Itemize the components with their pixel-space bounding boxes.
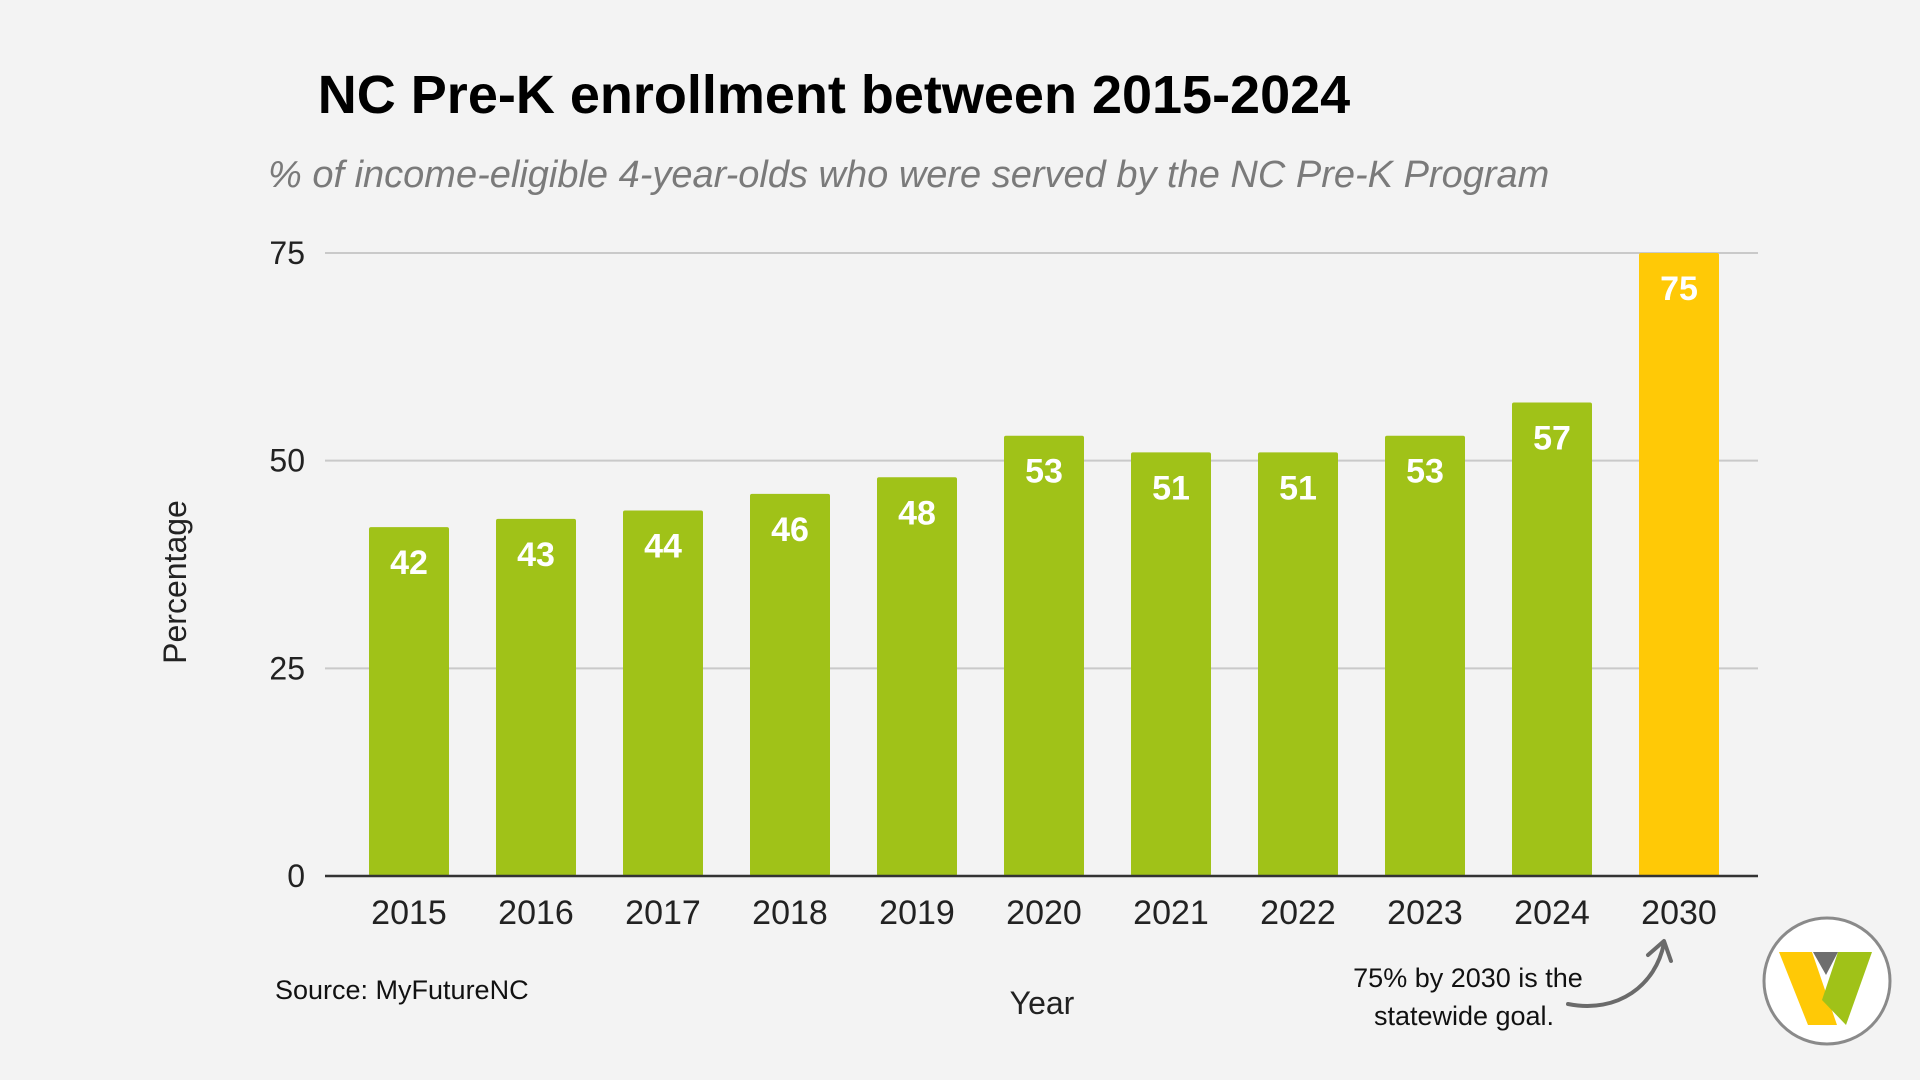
bar-data-labels: 42 43 44 46 48 53 51 51 53 57 75 [390, 270, 1698, 582]
x-axis-ticks: 2015 2016 2017 2018 2019 2020 2021 2022 2023 2024… [371, 894, 1717, 932]
bar-value-label: 51 [1152, 469, 1190, 507]
bar [1639, 253, 1719, 876]
y-tick-label: 75 [269, 235, 305, 271]
annotation-arrowhead [1646, 939, 1673, 963]
bars [369, 253, 1719, 876]
x-tick-label: 2018 [752, 894, 828, 932]
bar [1131, 452, 1211, 876]
bar-value-label: 53 [1025, 453, 1063, 491]
goal-annotation: 75% by 2030 is the statewide goal. [1353, 939, 1673, 1031]
x-tick-label: 2024 [1514, 894, 1590, 932]
x-axis-label: Year [1010, 985, 1075, 1021]
bar-value-label: 43 [517, 536, 555, 574]
bar-value-label: 42 [390, 544, 428, 582]
bar-value-label: 57 [1533, 420, 1571, 458]
bar [877, 477, 957, 876]
x-tick-label: 2023 [1387, 894, 1463, 932]
x-tick-label: 2020 [1006, 894, 1082, 932]
x-tick-label: 2021 [1133, 894, 1209, 932]
annotation-line-1: 75% by 2030 is the [1353, 963, 1583, 993]
y-tick-label: 25 [269, 650, 305, 686]
x-tick-label: 2017 [625, 894, 701, 932]
bar [1004, 435, 1084, 876]
bar-value-label: 48 [898, 494, 936, 532]
bar-value-label: 44 [644, 528, 682, 566]
bar [1512, 402, 1592, 876]
chart-title: NC Pre-K enrollment between 2015-2024 [318, 65, 1350, 125]
y-tick-label: 0 [287, 858, 305, 894]
x-tick-label: 2019 [879, 894, 955, 932]
bar [623, 510, 703, 876]
w-logo-icon [1762, 916, 1892, 1046]
bar [1258, 452, 1338, 876]
y-axis-label: Percentage [157, 500, 193, 664]
x-tick-label: 2016 [498, 894, 574, 932]
bar [1385, 435, 1465, 876]
annotation-line-2: statewide goal. [1374, 1001, 1554, 1031]
y-axis-ticks: 0 25 50 75 [269, 235, 305, 894]
bar [496, 518, 576, 876]
bar [369, 527, 449, 876]
x-tick-label: 2015 [371, 894, 447, 932]
bar-value-label: 46 [771, 511, 809, 549]
bar-value-label: 75 [1660, 270, 1698, 308]
annotation-arrow [1566, 941, 1666, 1008]
x-tick-label: 2022 [1260, 894, 1336, 932]
source-note: Source: MyFutureNC [275, 975, 529, 1005]
bar [750, 493, 830, 876]
bar-value-label: 53 [1406, 453, 1444, 491]
chart-subtitle: % of income-eligible 4-year-olds who wer… [268, 154, 1549, 196]
bar-value-label: 51 [1279, 469, 1317, 507]
y-tick-label: 50 [269, 443, 305, 479]
x-tick-label: 2030 [1641, 894, 1717, 932]
